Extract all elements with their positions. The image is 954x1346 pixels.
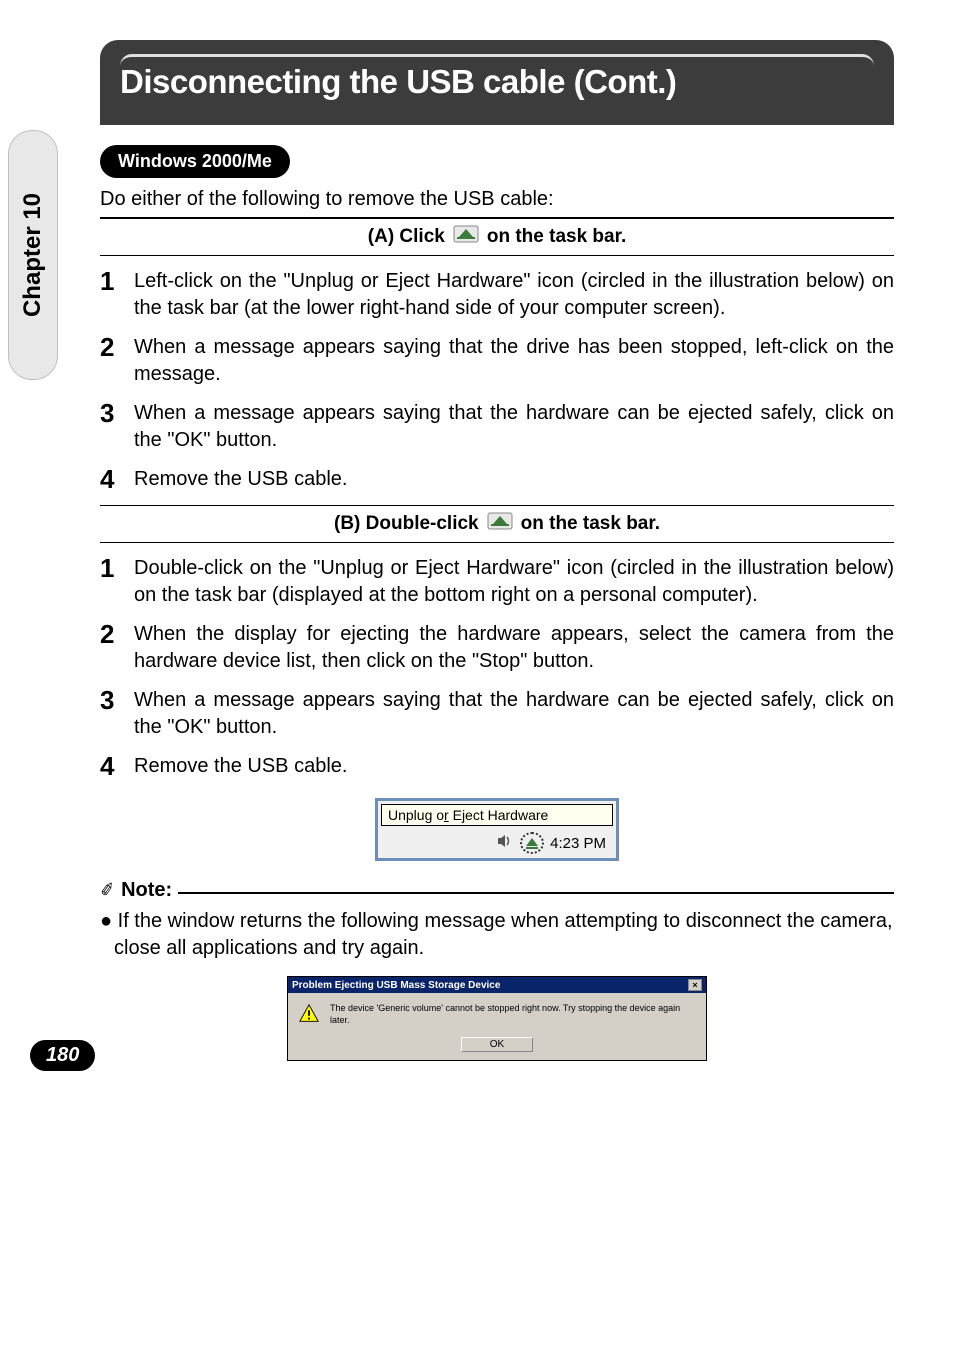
step-number: 1 [100, 555, 122, 581]
step-number: 4 [100, 466, 122, 492]
step-a3: 3 When a message appears saying that the… [100, 400, 894, 454]
step-number: 1 [100, 268, 122, 294]
taskbar-illustration: Unplug or Eject Hardware [100, 798, 894, 861]
tray-time: 4:23 PM [550, 835, 606, 852]
tooltip-post: Eject Hardware [449, 807, 549, 823]
chapter-tab: Chapter 10 [8, 130, 58, 380]
step-body: When the display for ejecting the hardwa… [134, 621, 894, 675]
step-b2: 2 When the display for ejecting the hard… [100, 621, 894, 675]
dialog-titlebar: Problem Ejecting USB Mass Storage Device… [288, 977, 706, 993]
close-icon[interactable]: × [688, 979, 702, 991]
dialog-message: The device 'Generic volume' cannot be st… [330, 1003, 696, 1026]
step-number: 2 [100, 334, 122, 360]
note-label: Note: [121, 879, 172, 902]
section-b-suffix: on the task bar. [521, 513, 660, 535]
warning-icon [298, 1003, 320, 1025]
step-number: 3 [100, 687, 122, 713]
note-divider [178, 892, 894, 894]
intro-text: Do either of the following to remove the… [100, 188, 894, 211]
dialog-title-text: Problem Ejecting USB Mass Storage Device [292, 980, 500, 991]
chapter-label: Chapter 10 [19, 193, 47, 317]
step-number: 2 [100, 621, 122, 647]
step-b4: 4 Remove the USB cable. [100, 753, 894, 780]
step-body: Double-click on the "Unplug or Eject Har… [134, 555, 894, 609]
step-number: 4 [100, 753, 122, 779]
section-a-prefix: (A) Click [368, 226, 445, 248]
page-header: Disconnecting the USB cable (Cont.) [100, 40, 894, 125]
step-body: Remove the USB cable. [134, 753, 347, 780]
step-b1: 1 Double-click on the "Unplug or Eject H… [100, 555, 894, 609]
system-tray: 4:23 PM [378, 829, 616, 858]
note-header: ✐ Note: [100, 879, 894, 902]
page-title: Disconnecting the USB cable (Cont.) [120, 63, 676, 100]
eject-icon [487, 512, 513, 536]
note-body: ● If the window returns the following me… [100, 908, 894, 962]
step-a2: 2 When a message appears saying that the… [100, 334, 894, 388]
error-dialog: Problem Ejecting USB Mass Storage Device… [287, 976, 707, 1061]
step-b3: 3 When a message appears saying that the… [100, 687, 894, 741]
step-body: When a message appears saying that the h… [134, 687, 894, 741]
eject-icon [453, 225, 479, 249]
eject-tray-icon [520, 832, 544, 854]
os-pill: Windows 2000/Me [100, 145, 290, 178]
step-a1: 1 Left-click on the "Unplug or Eject Har… [100, 268, 894, 322]
step-number: 3 [100, 400, 122, 426]
pencil-icon: ✐ [98, 879, 117, 902]
tooltip-pre: Unplug o [388, 807, 444, 823]
section-b-prefix: (B) Double-click [334, 513, 479, 535]
taskbar-tooltip: Unplug or Eject Hardware [381, 804, 613, 826]
section-a-header: (A) Click on the task bar. [100, 217, 894, 256]
step-a4: 4 Remove the USB cable. [100, 466, 894, 493]
step-body: When a message appears saying that the d… [134, 334, 894, 388]
section-a-suffix: on the task bar. [487, 226, 626, 248]
step-body: When a message appears saying that the h… [134, 400, 894, 454]
volume-icon [496, 833, 514, 853]
section-b-header: (B) Double-click on the task bar. [100, 505, 894, 543]
ok-button[interactable]: OK [461, 1037, 533, 1052]
step-body: Remove the USB cable. [134, 466, 347, 493]
step-body: Left-click on the "Unplug or Eject Hardw… [134, 268, 894, 322]
page-number: 180 [30, 1040, 95, 1071]
